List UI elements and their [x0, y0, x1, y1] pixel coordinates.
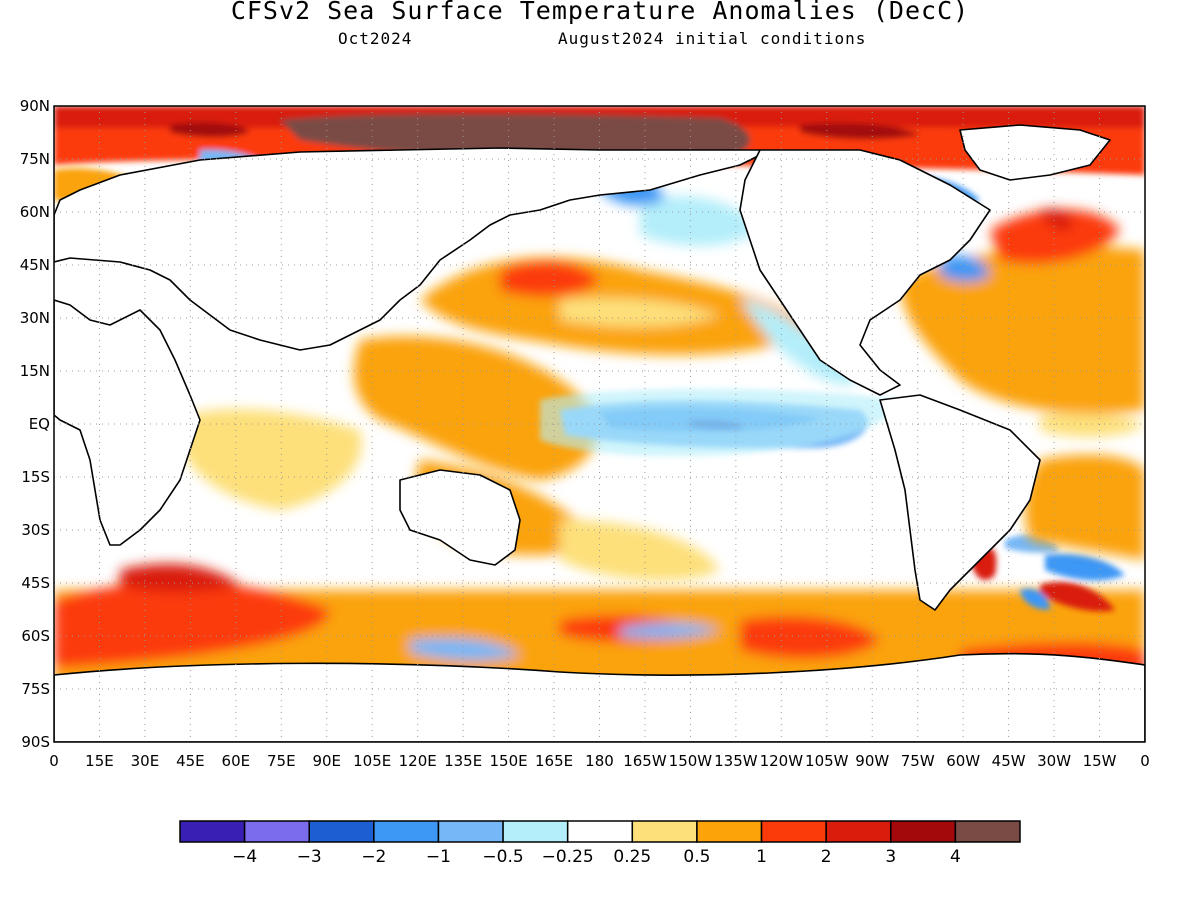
colorbar-label: 0.25: [613, 847, 651, 867]
equatorial-cold-tongue: [540, 388, 900, 457]
lon-label: 180: [585, 752, 614, 770]
lat-label: 15N: [20, 362, 50, 380]
lon-label: 120E: [399, 752, 437, 770]
lon-label: 60W: [946, 752, 980, 770]
colorbar: [179, 820, 1021, 843]
colorbar-swatch: [825, 820, 892, 843]
map-frame: [53, 105, 1146, 743]
colorbar-swatch: [954, 820, 1021, 843]
longitude-labels: 0 15E 30E 45E 60E 75E 90E 105E 120E 135E 150E 165E 1…: [49, 752, 1150, 770]
colorbar-label: −0.25: [542, 847, 594, 867]
colorbar-label: −3: [297, 847, 322, 867]
south-america: [879, 394, 1041, 611]
lon-label: 60E: [222, 752, 251, 770]
colorbar-swatch: [502, 820, 569, 843]
colorbar-label: −4: [232, 847, 257, 867]
lon-label: 0: [1140, 752, 1150, 770]
lat-label: EQ: [29, 415, 50, 433]
lon-label: 45W: [992, 752, 1026, 770]
valid-month-label: Oct2024: [338, 29, 413, 48]
lat-label: 45S: [21, 574, 50, 592]
colorbar-label: 4: [950, 847, 961, 867]
lat-label: 90N: [20, 97, 50, 115]
chart-title: CFSv2 Sea Surface Temperature Anomalies …: [230, 0, 970, 25]
colorbar-label: −2: [361, 847, 386, 867]
atlantic-anomalies: [900, 208, 1145, 560]
colorbar-label: 3: [885, 847, 896, 867]
lon-label: 150E: [490, 752, 528, 770]
lon-label: 75E: [267, 752, 296, 770]
australia: [399, 469, 521, 566]
colorbar-swatch: [308, 820, 375, 843]
latitude-labels: 90N 75N 60N 45N 30N 15N EQ 15S 30S 45S 60S 75S 90S: [20, 97, 50, 751]
colorbar-label: 0.5: [683, 847, 710, 867]
colorbar-swatch: [566, 820, 634, 843]
colorbar-swatch: [179, 820, 246, 843]
lon-label: 150W: [669, 752, 713, 770]
lon-label: 15E: [85, 752, 114, 770]
lat-label: 75S: [21, 680, 50, 698]
lon-label: 165E: [535, 752, 573, 770]
graticule: [54, 106, 1145, 742]
colorbar-label: 1: [756, 847, 767, 867]
lat-label: 60S: [21, 627, 50, 645]
anomaly-field: [54, 106, 1145, 742]
lon-label: 105E: [353, 752, 391, 770]
lon-label: 135E: [444, 752, 482, 770]
lon-label: 105W: [805, 752, 849, 770]
lat-label: 60N: [20, 203, 50, 221]
lon-label: 165W: [623, 752, 667, 770]
colorbar-swatch: [890, 820, 957, 843]
antarctica: [54, 652, 1145, 742]
lat-label: 30S: [21, 521, 50, 539]
colorbar-swatch: [631, 820, 698, 843]
lon-label: 30W: [1037, 752, 1071, 770]
lat-label: 90S: [21, 733, 50, 751]
colorbar-swatch: [696, 820, 763, 843]
lat-label: 15S: [21, 468, 50, 486]
lon-label: 75W: [901, 752, 935, 770]
colorbar-swatch: [760, 820, 827, 843]
africa-eurasia: [54, 147, 761, 546]
lon-label: 120W: [760, 752, 804, 770]
lon-label: 30E: [131, 752, 160, 770]
north-america: [739, 149, 991, 396]
lat-label: 30N: [20, 309, 50, 327]
colorbar-label: 2: [821, 847, 832, 867]
lon-label: 90E: [312, 752, 341, 770]
colorbar-swatch: [373, 820, 440, 843]
lat-label: 45N: [20, 256, 50, 274]
continents: [54, 124, 1145, 742]
initial-conditions-label: August2024 initial conditions: [558, 29, 867, 48]
colorbar-swatch: [243, 820, 310, 843]
colorbar-labels: −4 −3 −2 −1 −0.5 −0.25 0.25 0.5 1 2 3 4: [232, 847, 961, 867]
colorbar-label: −0.5: [482, 847, 523, 867]
lon-label: 135W: [714, 752, 758, 770]
lon-label: 0: [49, 752, 59, 770]
lon-label: 45E: [176, 752, 205, 770]
lon-label: 90W: [855, 752, 889, 770]
colorbar-swatch: [437, 820, 504, 843]
lat-label: 75N: [20, 150, 50, 168]
lon-label: 15W: [1083, 752, 1117, 770]
colorbar-label: −1: [426, 847, 451, 867]
greenland: [959, 124, 1111, 181]
